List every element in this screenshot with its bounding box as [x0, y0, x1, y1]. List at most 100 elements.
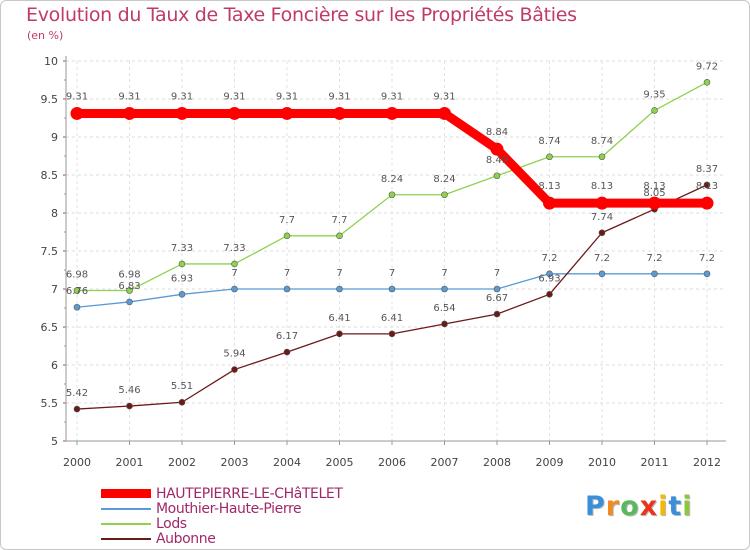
- data-label-2: 7.33: [223, 243, 245, 254]
- data-label-1: 7: [389, 268, 395, 279]
- data-label-0: 9.31: [433, 91, 455, 102]
- data-label-3: 7.74: [591, 212, 613, 223]
- series-layer: [70, 78, 714, 413]
- legend-swatch: [101, 489, 151, 498]
- x-tick-label: 2002: [168, 456, 196, 469]
- data-point-3: [598, 229, 606, 237]
- data-label-2: 8.74: [538, 136, 560, 147]
- data-label-0: 9.31: [118, 91, 140, 102]
- x-tick-label: 2010: [588, 456, 616, 469]
- y-tick-label: 8: [51, 207, 58, 220]
- data-label-2: 9.35: [643, 89, 665, 100]
- x-tick-label: 2006: [378, 456, 406, 469]
- data-point-0: [175, 106, 189, 120]
- data-point-3: [441, 320, 448, 328]
- data-label-2: 9.72: [696, 61, 718, 72]
- data-label-3: 6.54: [433, 303, 455, 314]
- data-point-0: [385, 106, 399, 120]
- data-point-3: [493, 310, 501, 318]
- data-label-0: 8.13: [643, 181, 665, 192]
- x-tick-label: 2005: [326, 456, 354, 469]
- data-point-3: [126, 402, 133, 410]
- data-label-2: 8.49: [486, 155, 508, 166]
- data-point-0: [333, 106, 346, 120]
- x-tick-label: 2001: [116, 456, 144, 469]
- data-label-3: 8.05: [643, 188, 665, 199]
- data-label-1: 6.93: [171, 273, 193, 284]
- data-point-2: [178, 260, 186, 268]
- data-point-2: [73, 287, 81, 294]
- logo-letter: r: [605, 491, 621, 522]
- data-label-1: 7: [336, 268, 342, 279]
- data-label-1: 7.2: [542, 253, 558, 264]
- data-label-3: 5.94: [223, 349, 245, 360]
- x-tick-label: 2012: [693, 456, 721, 469]
- data-label-1: 7.2: [594, 253, 610, 264]
- chart-y-unit: (en %): [27, 29, 64, 42]
- logo-letter: i: [658, 491, 669, 522]
- data-label-0: 8.13: [591, 181, 613, 192]
- x-tick-label: 2007: [431, 456, 459, 469]
- data-label-0: 9.31: [381, 91, 403, 102]
- legend-label: Mouthier-Haute-Pierre: [156, 500, 302, 517]
- chart-title: Evolution du Taux de Taxe Foncière sur l…: [26, 4, 577, 26]
- y-tick-label: 9: [51, 131, 58, 144]
- data-point-3: [336, 330, 343, 338]
- data-label-0: 8.84: [486, 127, 508, 138]
- x-tick-label: 2000: [63, 456, 91, 469]
- x-tick-label: 2008: [483, 456, 511, 469]
- data-point-2: [283, 232, 291, 240]
- data-point-2: [651, 107, 658, 114]
- data-point-0: [490, 142, 504, 156]
- logo-letter: t: [668, 491, 683, 522]
- data-point-1: [178, 291, 186, 298]
- data-label-1: 6.76: [66, 286, 88, 297]
- data-point-2: [126, 287, 133, 294]
- data-label-1: 7.2: [699, 253, 715, 264]
- data-label-0: 9.31: [328, 91, 350, 102]
- data-label-3: 6.17: [276, 331, 298, 342]
- data-label-3: 6.41: [328, 313, 350, 324]
- legend-swatch: [101, 522, 151, 525]
- data-label-2: 7.7: [279, 215, 295, 226]
- y-tick-label: 6.5: [41, 321, 59, 334]
- legend-swatch: [101, 537, 151, 540]
- legend: HAUTEPIERRE-LE-CHâTELET Mouthier-Haute-Pi…: [101, 485, 343, 547]
- data-point-0: [280, 106, 294, 120]
- y-tick-label: 7: [51, 283, 58, 296]
- data-label-2: 7.33: [171, 243, 193, 254]
- data-label-0: 9.31: [66, 91, 88, 102]
- data-point-0: [123, 106, 136, 120]
- axes: 5 5.5 6 6.5 7 7.5 8 8.5 9 9.5 10 2000 2001 2002 2003 20…: [41, 55, 726, 469]
- logo-letter: x: [639, 491, 659, 522]
- data-point-2: [336, 232, 343, 240]
- data-label-1: 7: [441, 268, 447, 279]
- x-tick-label: 2003: [221, 456, 249, 469]
- data-point-2: [598, 153, 606, 161]
- data-point-0: [70, 106, 84, 120]
- logo-letter: i: [682, 491, 693, 522]
- y-tick-label: 10: [44, 55, 58, 68]
- x-tick-label: 2011: [641, 456, 669, 469]
- data-point-0: [595, 196, 609, 210]
- legend-label: HAUTEPIERRE-LE-CHâTELET: [156, 485, 343, 502]
- data-labels: 6.76 6.83 6.93 7 7 7 7 7 7 7.2 7.2 7.2 7.2 6.98 6.98 7.…: [66, 61, 718, 399]
- data-point-3: [388, 330, 396, 338]
- data-label-0: 9.31: [171, 91, 193, 102]
- data-label-0: 8.13: [696, 181, 718, 192]
- data-label-2: 7.7: [332, 215, 348, 226]
- data-point-1: [388, 285, 396, 293]
- data-point-1: [441, 285, 448, 293]
- data-point-3: [178, 398, 186, 406]
- legend-item: Aubonne: [101, 531, 343, 547]
- data-point-0: [228, 106, 241, 120]
- data-point-1: [703, 270, 711, 278]
- data-label-3: 5.42: [66, 388, 88, 399]
- data-point-2: [493, 172, 501, 180]
- data-point-3: [283, 348, 291, 356]
- data-point-3: [703, 181, 711, 189]
- data-point-1: [283, 285, 291, 293]
- data-point-1: [231, 285, 238, 293]
- legend-item: Lods: [101, 516, 343, 532]
